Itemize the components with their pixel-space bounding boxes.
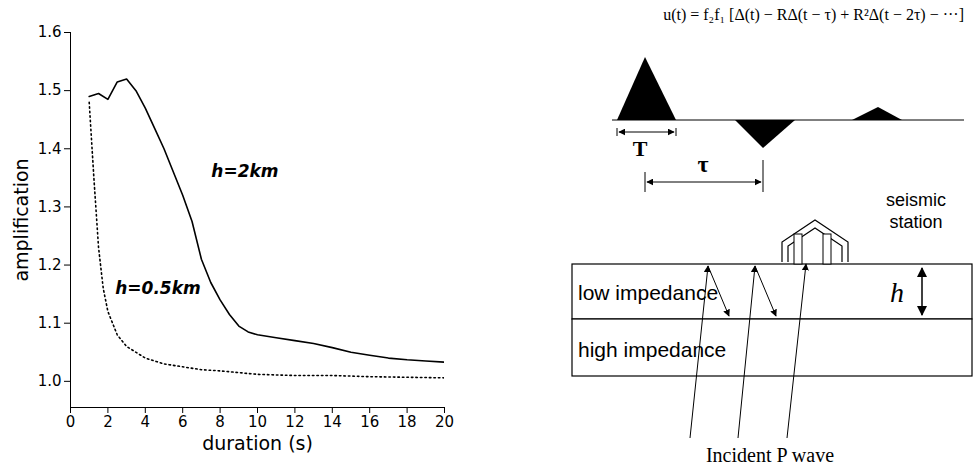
svg-text:18: 18 [398, 413, 417, 431]
svg-text:1.0: 1.0 [38, 372, 62, 390]
svg-text:high impedance: high impedance [578, 338, 726, 361]
svg-text:20: 20 [435, 413, 454, 431]
svg-text:10: 10 [248, 413, 267, 431]
svg-text:Incident P wave: Incident P wave [706, 444, 834, 466]
svg-text:h: h [890, 277, 904, 308]
svg-text:16: 16 [360, 413, 379, 431]
svg-text:amplification: amplification [10, 158, 32, 281]
svg-text:12: 12 [285, 413, 304, 431]
svg-text:h=2km: h=2km [211, 161, 278, 181]
svg-text:station: station [889, 212, 942, 232]
svg-text:u(t) = f₂f₁ [Δ(t) − RΔ(t − τ): u(t) = f₂f₁ [Δ(t) − RΔ(t − τ) + R²Δ(t − … [663, 6, 964, 24]
svg-text:14: 14 [323, 413, 342, 431]
svg-text:1.5: 1.5 [38, 81, 62, 99]
svg-text:4: 4 [141, 413, 151, 431]
svg-text:1.6: 1.6 [38, 23, 62, 41]
svg-text:2: 2 [103, 413, 113, 431]
svg-text:seismic: seismic [886, 190, 946, 210]
svg-text:1.2: 1.2 [38, 256, 62, 274]
svg-text:0: 0 [66, 413, 76, 431]
svg-text:8: 8 [215, 413, 225, 431]
svg-text:1.3: 1.3 [38, 198, 62, 216]
svg-text:1.1: 1.1 [38, 314, 62, 332]
svg-text:6: 6 [178, 413, 188, 431]
svg-text:τ: τ [697, 151, 708, 177]
svg-text:h=0.5km: h=0.5km [115, 278, 200, 298]
svg-text:1.4: 1.4 [38, 140, 62, 158]
svg-text:duration (s): duration (s) [202, 432, 313, 454]
svg-text:T: T [633, 136, 648, 161]
svg-text:low impedance: low impedance [578, 281, 718, 304]
